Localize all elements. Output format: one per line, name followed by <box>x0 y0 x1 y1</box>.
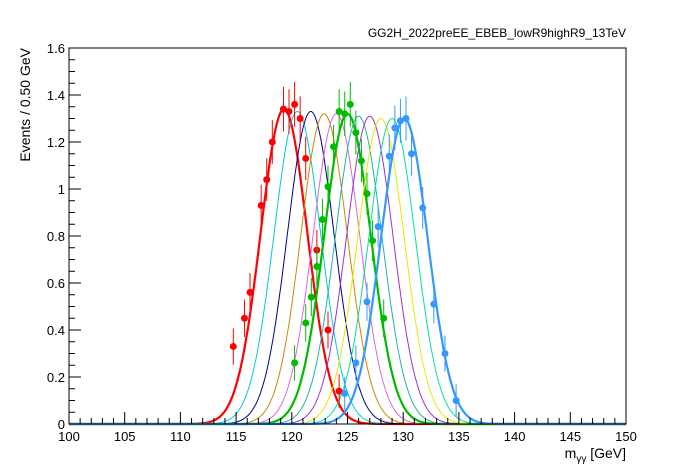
data-point <box>408 150 416 158</box>
x-axis-title-main: m <box>565 445 577 461</box>
data-point <box>263 176 271 184</box>
data-point <box>246 288 254 296</box>
x-tick-label: 100 <box>58 429 80 444</box>
data-point <box>402 115 410 122</box>
y-axis-ticks: 0 0.2 0.4 0.6 0.8 1 1.2 1.4 1.6 <box>47 41 81 432</box>
signal-curve <box>69 115 626 425</box>
x-axis-title-subscript: γγ <box>576 454 586 465</box>
data-point <box>268 138 276 146</box>
data-point <box>341 110 349 118</box>
data-point <box>352 359 360 367</box>
signal-curve <box>69 115 626 425</box>
data-point <box>385 152 393 160</box>
y-tick-label: 0.8 <box>47 229 65 244</box>
data-point <box>452 397 460 404</box>
data-point <box>324 326 332 334</box>
x-tick-label: 150 <box>615 429 637 444</box>
x-tick-label: 110 <box>170 429 191 444</box>
signal-curve <box>69 117 626 425</box>
x-tick-label: 120 <box>281 429 303 444</box>
data-point <box>302 319 310 327</box>
y-axis-title: Events / 0.50 GeV <box>17 47 33 161</box>
signal-curve <box>69 112 626 426</box>
data-point <box>279 105 287 113</box>
signal-curve <box>69 117 626 425</box>
data-point <box>352 129 360 137</box>
y-tick-label: 1.6 <box>47 41 65 56</box>
x-axis-title-unit: [GeV] <box>586 445 626 461</box>
signal-curves <box>69 107 626 426</box>
data-point <box>240 314 248 322</box>
y-tick-label: 0.6 <box>47 276 65 291</box>
data-point <box>291 100 299 108</box>
data-point <box>357 157 365 165</box>
data-point <box>391 124 399 132</box>
x-tick-label: 135 <box>448 429 470 444</box>
y-tick-label: 1.2 <box>47 135 65 150</box>
data-point <box>419 204 427 212</box>
signal-curve <box>69 117 626 426</box>
x-axis-ticks: 100 105 110 115 120 125 130 135 140 145 150 <box>58 412 637 444</box>
data-point <box>313 263 321 271</box>
data-point <box>396 117 404 125</box>
data-point <box>285 107 293 115</box>
data-point <box>330 143 338 151</box>
x-tick-label: 140 <box>504 429 526 444</box>
data-point <box>430 300 438 308</box>
y-tick-label: 0 <box>58 417 65 432</box>
data-point <box>374 223 382 231</box>
data-point <box>257 201 265 209</box>
data-point <box>318 216 326 224</box>
x-tick-label: 145 <box>559 429 581 444</box>
x-tick-label: 115 <box>226 429 247 444</box>
data-point <box>363 190 371 198</box>
x-tick-label: 105 <box>114 429 136 444</box>
y-tick-label: 0.4 <box>47 323 65 338</box>
y-tick-label: 1 <box>58 182 65 197</box>
data-point <box>291 359 299 367</box>
data-point <box>307 293 315 301</box>
data-point <box>341 389 349 397</box>
signal-curve <box>69 107 626 426</box>
x-tick-label: 130 <box>392 429 414 444</box>
y-tick-label: 0.2 <box>47 370 65 385</box>
data-point <box>229 342 237 350</box>
data-point <box>346 100 354 108</box>
data-point <box>369 237 377 245</box>
signal-curve <box>69 113 626 425</box>
signal-curve <box>69 110 626 425</box>
signal-curve <box>69 113 626 425</box>
data-point <box>296 115 304 122</box>
x-axis-title: mγγ [GeV] <box>565 445 626 465</box>
data-point <box>441 350 449 357</box>
data-point <box>324 183 332 191</box>
data-point <box>335 107 343 115</box>
chart-title: GG2H_2022preEE_EBEB_lowR9highR9_13TeV <box>368 26 626 40</box>
data-point <box>363 298 371 306</box>
signal-curve <box>69 110 626 425</box>
x-tick-label: 125 <box>337 429 359 444</box>
data-points <box>229 82 460 417</box>
data-point <box>335 387 343 395</box>
data-point <box>302 154 310 162</box>
y-tick-label: 1.4 <box>47 88 65 103</box>
data-point <box>380 314 388 322</box>
